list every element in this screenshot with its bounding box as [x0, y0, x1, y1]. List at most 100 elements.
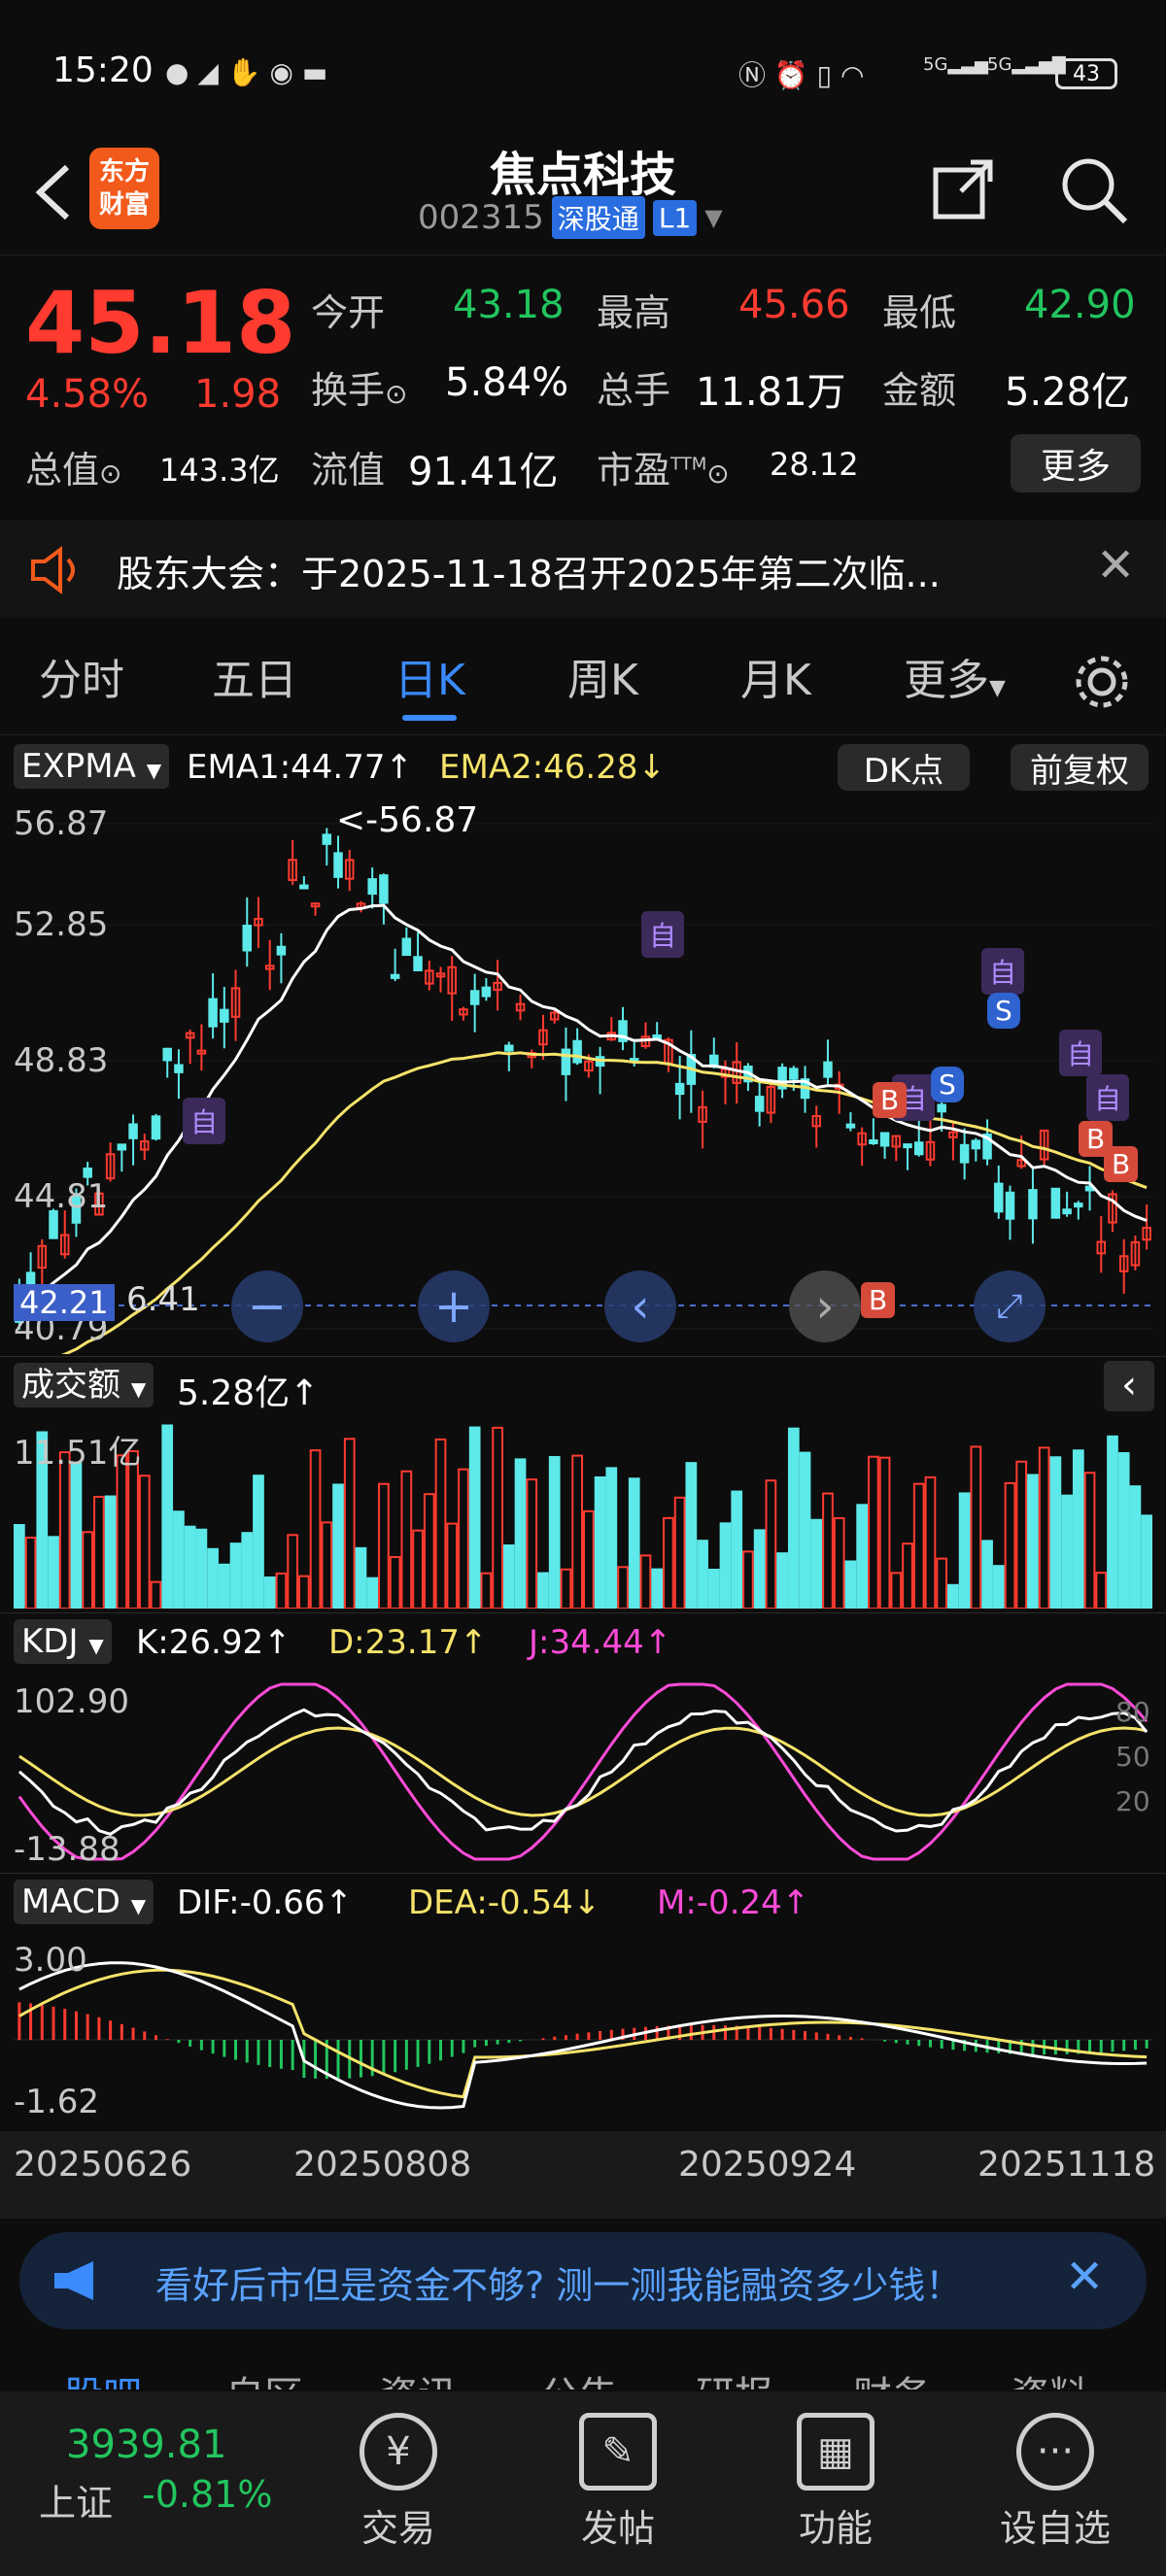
stock-name: 焦点科技: [489, 148, 676, 202]
notice-bar[interactable]: 股东大会：于2025-11-18召开2025年第二次临... ✕: [0, 521, 1166, 618]
caret-down-icon: ▼: [130, 1377, 147, 1401]
sub-tab-5[interactable]: 研报: [696, 2364, 773, 2390]
volume-bar: [799, 1451, 811, 1610]
macd-selector[interactable]: MACD ▼: [14, 1880, 154, 1924]
volume-readout: 5.28亿↑: [177, 1373, 320, 1413]
volume-chart[interactable]: 11.51亿: [0, 1418, 1166, 1610]
marker-zi-2[interactable]: 自: [641, 911, 685, 958]
grid-icon: ▦: [797, 2413, 874, 2491]
pe-label: 市盈TTM⊙: [597, 440, 730, 493]
tab-monthly-k[interactable]: 月K: [740, 656, 811, 705]
volume-bar: [822, 1492, 834, 1610]
share-button[interactable]: [925, 150, 1003, 227]
search-button[interactable]: [1053, 150, 1135, 231]
index-change: -0.81%: [142, 2473, 273, 2516]
fullscreen-button[interactable]: ⤢: [974, 1271, 1046, 1342]
macd-dea: DEA:-0.54↓: [408, 1883, 601, 1922]
candle-body: [322, 833, 332, 845]
candle-body: [1096, 1240, 1107, 1255]
info-icon[interactable]: ⊙: [99, 458, 122, 490]
kline-chart[interactable]: 56.87 52.85 48.83 44.81 40.79 42.21 6.41…: [0, 800, 1166, 1373]
back-button[interactable]: [19, 153, 87, 231]
close-icon[interactable]: ✕: [1096, 538, 1136, 593]
volume-bar: [731, 1490, 743, 1610]
mktcap-value: 143.3亿: [159, 452, 280, 489]
zoom-out-button[interactable]: −: [231, 1271, 303, 1342]
sub-tab-7[interactable]: 资料: [1011, 2364, 1088, 2390]
volume-bar: [868, 1455, 879, 1610]
sub-tab-3[interactable]: 资讯: [379, 2364, 457, 2390]
ad-text: 看好后市但是资金不够? 测一测我能融资多少钱！: [155, 2264, 963, 2307]
marker-b-3[interactable]: B: [1104, 1146, 1139, 1182]
more-button[interactable]: 更多: [1011, 434, 1141, 492]
adjust-button[interactable]: 前复权: [1011, 744, 1149, 791]
scroll-right-button[interactable]: ›: [789, 1271, 861, 1342]
nav-add-watchlist[interactable]: ··· 设自选: [968, 2391, 1143, 2552]
volume-bar: [958, 1492, 971, 1610]
indicator-selector[interactable]: EXPMA ▼: [14, 744, 170, 789]
date-1: 20250626: [14, 2145, 192, 2185]
zoom-in-button[interactable]: +: [418, 1271, 490, 1342]
ad-banner[interactable]: 看好后市但是资金不够? 测一测我能融资多少钱！ ✕: [19, 2232, 1147, 2329]
scroll-left-button[interactable]: ‹: [604, 1271, 676, 1342]
candle-body: [913, 1141, 924, 1156]
marker-zi-5[interactable]: 自: [1086, 1074, 1130, 1121]
info-icon[interactable]: ⊙: [385, 378, 408, 410]
volume-bar: [1027, 1474, 1039, 1610]
marker-zi-3[interactable]: 自: [981, 948, 1025, 995]
marker-b-1[interactable]: B: [873, 1082, 908, 1118]
tab-five-day[interactable]: 五日: [212, 656, 297, 705]
volume-bar: [161, 1424, 174, 1610]
kdj-chart[interactable]: 102.90 -13.88 80 50 20: [0, 1675, 1166, 1869]
candle-body: [288, 859, 297, 882]
chevron-left-icon: [35, 164, 70, 220]
volume-bar: [116, 1454, 128, 1610]
marker-zi-1[interactable]: 自: [183, 1098, 226, 1144]
nav-functions[interactable]: ▦ 功能: [748, 2391, 923, 2552]
candle-body: [151, 1115, 161, 1140]
info-icon[interactable]: ⊙: [706, 458, 730, 490]
y-tick-4: 44.81: [14, 1177, 109, 1216]
marker-zi-4[interactable]: 自: [1059, 1030, 1103, 1076]
share-icon: [933, 159, 993, 220]
collapse-button[interactable]: ‹: [1104, 1361, 1154, 1411]
kdj-selector[interactable]: KDJ ▼: [14, 1619, 112, 1664]
sub-tab-2[interactable]: 自区: [225, 2364, 303, 2390]
close-icon[interactable]: ✕: [1065, 2250, 1105, 2304]
dk-button[interactable]: DK点: [838, 744, 970, 791]
tab-daily-k[interactable]: 日K: [394, 627, 465, 734]
kdj-header: KDJ ▼ K:26.92↑ D:23.17↑ J:34.44↑: [0, 1612, 1166, 1672]
marker-b-2[interactable]: B: [1079, 1121, 1114, 1157]
volume-bar: [218, 1563, 230, 1610]
volume-bar: [902, 1542, 913, 1610]
current-price: 45.18: [25, 273, 296, 373]
kdj-50: 50: [1115, 1741, 1150, 1773]
candle-body: [220, 1008, 229, 1023]
chevron-down-icon[interactable]: ▼: [704, 204, 723, 231]
volume-bar: [355, 1546, 367, 1610]
sub-tab-1[interactable]: 股吧: [64, 2364, 142, 2390]
sub-tab-4[interactable]: 公告: [540, 2364, 618, 2390]
system-icons: Ⓝ ⏰ ▯ ◠: [738, 59, 865, 91]
candle-body: [276, 945, 287, 956]
macd-chart[interactable]: 3.00 -1.62: [0, 1935, 1166, 2129]
marker-b-4[interactable]: B: [861, 1282, 896, 1318]
mktcap-label: 总值⊙: [25, 440, 121, 493]
app-logo[interactable]: 东方 财富: [89, 148, 159, 229]
tab-weekly-k[interactable]: 周K: [567, 656, 638, 705]
candle-body: [1028, 1189, 1038, 1220]
index-ticker[interactable]: 3939.81 上证 -0.81%: [39, 2423, 311, 2526]
candle-body: [390, 973, 400, 979]
tab-intraday[interactable]: 分时: [39, 656, 124, 705]
tab-more[interactable]: 更多▼: [904, 627, 1006, 742]
marker-s-1[interactable]: S: [987, 993, 1020, 1029]
volume-bar: [70, 1462, 83, 1610]
sub-tab-6[interactable]: 财务: [853, 2364, 931, 2390]
gear-icon[interactable]: [1073, 653, 1131, 711]
stock-meta: 002315 深股通 L1 ▼: [418, 196, 723, 239]
candle-body: [698, 1105, 707, 1123]
volume-selector[interactable]: 成交额 ▼: [14, 1363, 154, 1407]
nav-trade[interactable]: ¥ 交易: [311, 2391, 486, 2552]
nav-post[interactable]: ✎ 发帖: [531, 2391, 705, 2552]
marker-s-2[interactable]: S: [931, 1067, 964, 1102]
